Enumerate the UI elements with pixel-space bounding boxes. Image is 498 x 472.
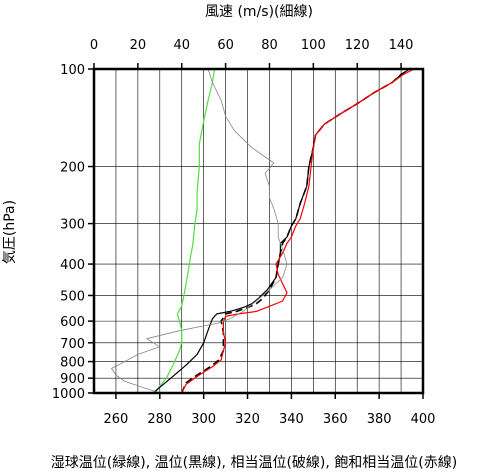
x-bottom-tick-label: 260 [104, 412, 129, 427]
x-top-tick-label: 0 [90, 38, 98, 53]
x-bottom-tick-label: 320 [235, 412, 260, 427]
x-bottom-tick-label: 300 [191, 412, 216, 427]
plot-frame [92, 67, 425, 395]
x-top-tick-label: 140 [389, 38, 414, 53]
y-tick-label: 700 [60, 337, 85, 352]
x-top-tick-label: 20 [130, 38, 147, 53]
equivalent-potential-temperature-line [180, 68, 411, 394]
y-tick-label: 300 [60, 218, 85, 233]
series-line [181, 68, 415, 394]
y-tick-label: 200 [60, 161, 85, 176]
x-top-tick-label: 100 [301, 38, 326, 53]
y-tick-label: 400 [60, 258, 85, 273]
y-tick-label: 900 [60, 372, 85, 387]
y-tick-label: 800 [60, 356, 85, 371]
series-layer [111, 68, 415, 394]
y-axis-label: 気圧(hPa) [2, 200, 18, 264]
x-bottom-tick-label: 400 [411, 412, 436, 427]
x-bottom-tick-label: 360 [323, 412, 348, 427]
y-tick-label: 500 [60, 289, 85, 304]
x-top-tick-label: 80 [261, 38, 278, 53]
y-tick-label: 100 [60, 63, 85, 78]
series-line [154, 68, 216, 394]
series-line [152, 68, 411, 394]
x-top-tick-label: 120 [345, 38, 370, 53]
x-top-tick-label: 60 [217, 38, 234, 53]
x-bottom-tick-label: 280 [147, 412, 172, 427]
top-axis-label: 風速 (m/s)(細線) [205, 4, 313, 20]
bottom-axis-label: 湿球温位(緑線), 温位(黒線), 相当温位(破線), 飽和相当温位(赤線) [51, 454, 457, 471]
grid [94, 68, 423, 394]
y-tick-label: 1000 [52, 387, 85, 402]
wind-speed-line [111, 68, 288, 394]
x-bottom-tick-label: 380 [367, 412, 392, 427]
x-bottom-tick-label: 340 [279, 412, 304, 427]
y-tick-label: 600 [60, 315, 85, 330]
x-top-tick-label: 40 [173, 38, 190, 53]
